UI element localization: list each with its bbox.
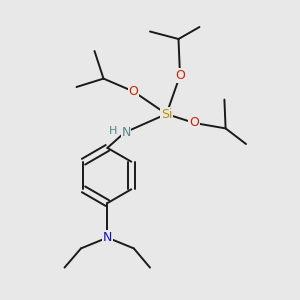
- Text: Si: Si: [161, 107, 172, 121]
- Text: O: O: [129, 85, 138, 98]
- Text: O: O: [175, 69, 185, 82]
- Text: H: H: [109, 126, 117, 136]
- Text: N: N: [121, 126, 131, 139]
- Text: N: N: [103, 231, 112, 244]
- Text: O: O: [190, 116, 199, 130]
